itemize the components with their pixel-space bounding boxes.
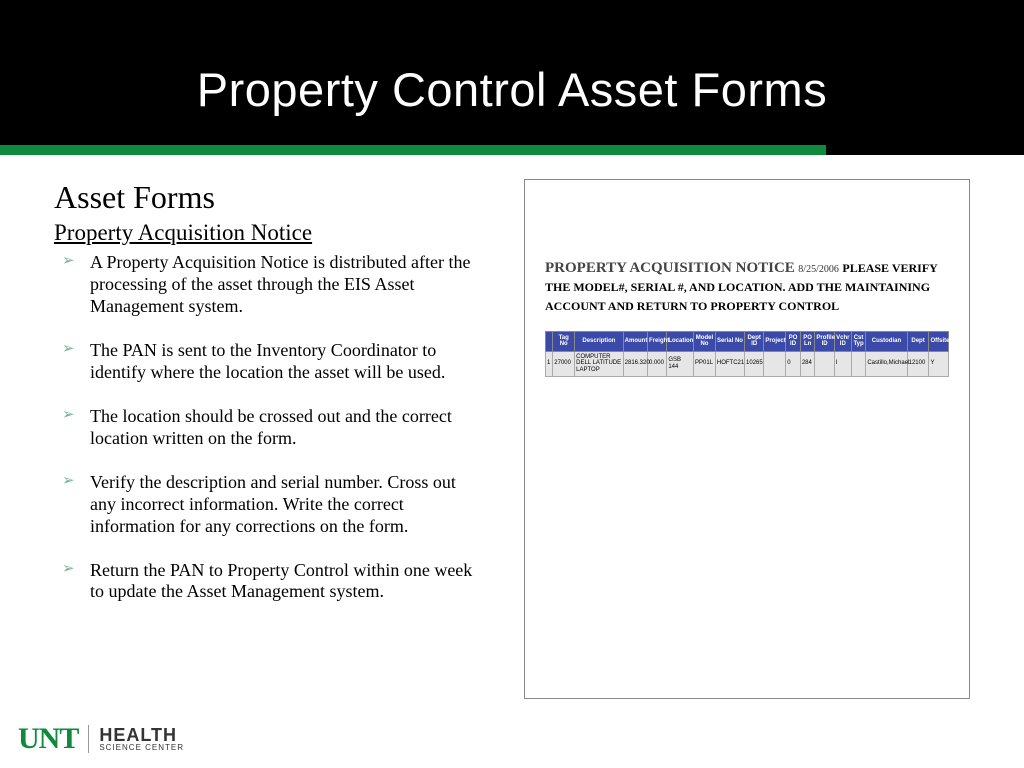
list-item: The PAN is sent to the Inventory Coordin… — [90, 340, 484, 384]
table-header-cell: PO Ln — [800, 331, 815, 351]
table-header-cell: Vchr ID — [834, 331, 851, 351]
table-header-cell: Profile ID — [815, 331, 834, 351]
subsection-title: Property Acquisition Notice — [54, 220, 484, 246]
preview-panel: PROPERTY ACQUISITION NOTICE 8/25/2006 PL… — [524, 179, 970, 699]
table-header-cell: Description — [575, 331, 624, 351]
data-table: Tag NoDescriptionAmountFreightLocationMo… — [545, 331, 949, 377]
table-header-cell: Dept ID — [745, 331, 764, 351]
table-cell — [851, 351, 866, 376]
table-row: 127000COMPUTER DELL LATITUDE LAPTOP2816.… — [546, 351, 949, 376]
notice-date: 8/25/2006 — [798, 264, 839, 275]
list-item: The location should be crossed out and t… — [90, 406, 484, 450]
table-header-cell: Serial No — [715, 331, 744, 351]
notice-title: PROPERTY ACQUISITION NOTICE — [545, 260, 795, 276]
table-header-cell: PO ID — [786, 331, 801, 351]
table-cell: 2816.320 — [623, 351, 647, 376]
table-cell: PP01L — [694, 351, 716, 376]
table-cell — [764, 351, 786, 376]
table-cell: Y — [929, 351, 949, 376]
table-header-cell: Project — [764, 331, 786, 351]
table-cell: I — [834, 351, 851, 376]
table-header-cell: Location — [667, 331, 694, 351]
table-cell: GSB 144 — [667, 351, 694, 376]
table-header-cell: Model No — [694, 331, 716, 351]
accent-bar — [0, 145, 826, 155]
list-item: A Property Acquisition Notice is distrib… — [90, 252, 484, 318]
table-header-cell: Custodian — [866, 331, 907, 351]
table-cell: COMPUTER DELL LATITUDE LAPTOP — [575, 351, 624, 376]
table-cell: 0 — [786, 351, 801, 376]
health-logo-text: HEALTH SCIENCE CENTER — [99, 727, 184, 750]
table-cell: HOFTC21 — [715, 351, 744, 376]
table-wrap: Tag NoDescriptionAmountFreightLocationMo… — [545, 331, 949, 377]
table-body: 127000COMPUTER DELL LATITUDE LAPTOP2816.… — [546, 351, 949, 376]
health-subtitle: SCIENCE CENTER — [99, 744, 184, 751]
table-cell: 0.000 — [647, 351, 666, 376]
bullet-list: A Property Acquisition Notice is distrib… — [54, 252, 484, 603]
table-cell: 284 — [800, 351, 815, 376]
table-cell — [815, 351, 834, 376]
table-header-cell: Offsite — [929, 331, 949, 351]
page-title: Property Control Asset Forms — [0, 0, 1024, 117]
unt-logo-text: UNT — [18, 722, 78, 756]
table-header-cell: Tag No — [553, 331, 575, 351]
table-header-cell: Amount — [623, 331, 647, 351]
footer-logo: UNT HEALTH SCIENCE CENTER — [18, 722, 184, 756]
table-cell: 10265 — [745, 351, 764, 376]
table-header-cell: Cst Typ — [851, 331, 866, 351]
table-cell: 12100 — [907, 351, 929, 376]
table-header-cell: Dept — [907, 331, 929, 351]
section-title: Asset Forms — [54, 179, 484, 216]
list-item: Return the PAN to Property Control withi… — [90, 560, 484, 604]
table-cell: Castillo,Michael — [866, 351, 907, 376]
left-column: Asset Forms Property Acquisition Notice … — [54, 179, 484, 699]
table-cell: 27000 — [553, 351, 575, 376]
table-header-row: Tag NoDescriptionAmountFreightLocationMo… — [546, 331, 949, 351]
table-header-cell — [546, 331, 553, 351]
logo-divider — [88, 725, 89, 753]
list-item: Verify the description and serial number… — [90, 472, 484, 538]
table-header-cell: Freight — [647, 331, 666, 351]
notice-heading: PROPERTY ACQUISITION NOTICE 8/25/2006 PL… — [545, 258, 949, 317]
slide-header: Property Control Asset Forms — [0, 0, 1024, 155]
slide-content: Asset Forms Property Acquisition Notice … — [0, 155, 1024, 699]
table-cell: 1 — [546, 351, 553, 376]
